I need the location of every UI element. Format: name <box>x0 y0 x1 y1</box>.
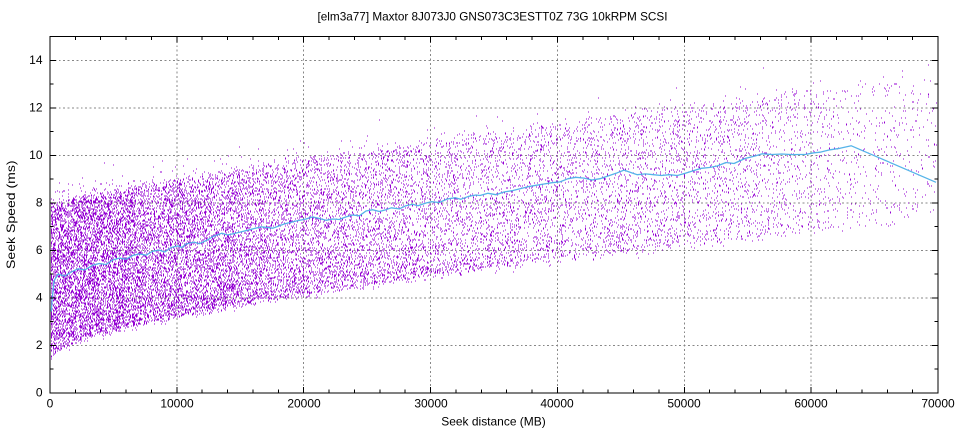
svg-text:50000: 50000 <box>667 397 701 411</box>
svg-text:14: 14 <box>29 53 43 67</box>
svg-text:10: 10 <box>29 148 43 162</box>
svg-text:10000: 10000 <box>160 397 194 411</box>
svg-text:40000: 40000 <box>540 397 574 411</box>
svg-text:60000: 60000 <box>794 397 828 411</box>
svg-text:0: 0 <box>36 386 43 400</box>
svg-text:12: 12 <box>29 100 43 114</box>
svg-text:70000: 70000 <box>921 397 955 411</box>
svg-text:4: 4 <box>36 290 43 304</box>
svg-text:[elm3a77] Maxtor 8J073J0 GNS07: [elm3a77] Maxtor 8J073J0 GNS073C3ESTT0Z … <box>318 10 668 24</box>
svg-text:30000: 30000 <box>414 397 448 411</box>
svg-text:Seek Speed (ms): Seek Speed (ms) <box>4 160 18 269</box>
svg-text:8: 8 <box>36 195 43 209</box>
svg-text:0: 0 <box>47 397 54 411</box>
svg-text:20000: 20000 <box>287 397 321 411</box>
svg-text:6: 6 <box>36 243 43 257</box>
svg-text:2: 2 <box>36 338 43 352</box>
svg-text:Seek distance (MB): Seek distance (MB) <box>441 415 546 429</box>
